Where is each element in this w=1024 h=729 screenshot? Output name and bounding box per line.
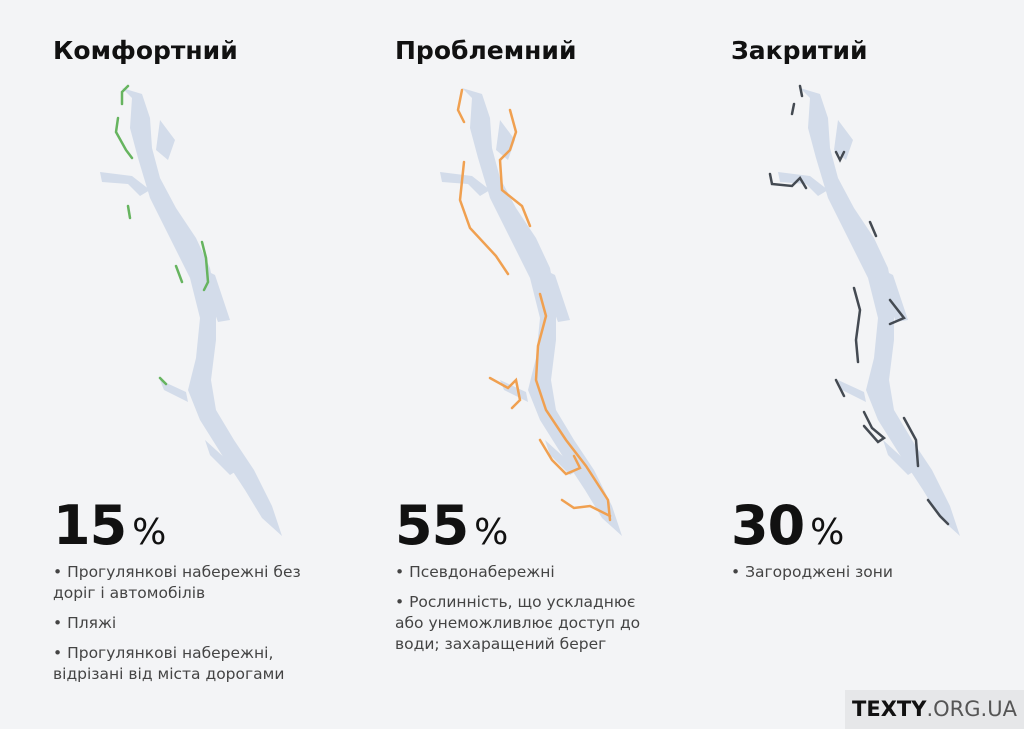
percentage-value: 55 bbox=[395, 494, 469, 557]
brand-name: TEXTY bbox=[852, 697, 927, 721]
map-closed bbox=[768, 84, 960, 536]
panel: Проблемний 55% Псевдонабережні Рослинність,… bbox=[395, 0, 695, 729]
brand: TEXTY.ORG.UA bbox=[845, 690, 1024, 729]
panel: Комфортний 15% Прогулянкові набережні без … bbox=[53, 0, 353, 729]
note: Псевдонабережні bbox=[395, 562, 657, 583]
notes: Загороджені зони bbox=[731, 562, 993, 592]
percentage-unit: % bbox=[474, 512, 509, 553]
percentage: 55% bbox=[395, 494, 508, 557]
panel-title: Закритий bbox=[731, 36, 868, 65]
panel-title: Проблемний bbox=[395, 36, 577, 65]
note: Прогулянкові набережні, відрізані від мі… bbox=[53, 643, 315, 685]
percentage-unit: % bbox=[810, 512, 845, 553]
panel: Закритий 30% Загороджені зони bbox=[731, 0, 1024, 729]
notes: Псевдонабережні Рослинність, що ускладнює… bbox=[395, 562, 657, 664]
map-problem bbox=[440, 88, 622, 536]
note: Рослинність, що ускладнює або унеможливл… bbox=[395, 592, 657, 655]
percentage-value: 30 bbox=[731, 494, 805, 557]
note: Прогулянкові набережні без доріг і автом… bbox=[53, 562, 315, 604]
percentage: 15% bbox=[53, 494, 166, 557]
percentage-unit: % bbox=[132, 512, 167, 553]
note: Пляжі bbox=[53, 613, 315, 634]
brand-domain: .ORG.UA bbox=[926, 697, 1017, 721]
map-comfort bbox=[100, 84, 282, 536]
panel-title: Комфортний bbox=[53, 36, 238, 65]
percentage-value: 15 bbox=[53, 494, 127, 557]
notes: Прогулянкові набережні без доріг і автом… bbox=[53, 562, 315, 694]
percentage: 30% bbox=[731, 494, 844, 557]
note: Загороджені зони bbox=[731, 562, 993, 583]
